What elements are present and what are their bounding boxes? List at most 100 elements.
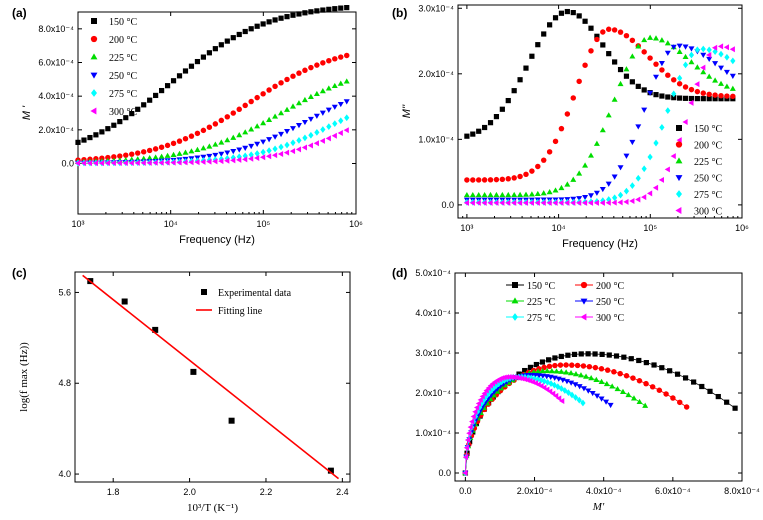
data-point [479, 393, 485, 400]
data-point [603, 380, 610, 387]
data-point [337, 80, 344, 86]
y-tick-label: 5.6 [58, 287, 71, 297]
data-point [194, 130, 201, 137]
data-point [230, 134, 237, 140]
data-point [230, 110, 236, 116]
data-point [338, 54, 344, 60]
legend: 150 °C 200 °C 225 °C 250 °C 275 °C 300 °C [90, 17, 137, 118]
data-point [658, 60, 665, 67]
data-point [635, 196, 641, 203]
data-point [625, 391, 632, 398]
data-point [682, 84, 689, 90]
data-point [212, 46, 218, 52]
panel-a: (a) 10³ 10⁴ 10⁵ 10⁶ 0.0 2.0x10⁻⁴ 4.0x10⁻⁴ 6.0x10… [12, 4, 363, 246]
data-point [641, 107, 648, 113]
data-point [570, 95, 576, 101]
data-point [572, 382, 579, 388]
data-point [182, 68, 189, 74]
data-point [236, 106, 242, 112]
data-point [164, 152, 171, 158]
data-point [513, 374, 520, 381]
data-point [314, 8, 320, 14]
data-point [600, 29, 606, 35]
data-point [677, 74, 683, 82]
panel-label: (c) [12, 266, 27, 280]
data-point [665, 107, 671, 115]
data-point [218, 139, 225, 145]
data-point [266, 87, 272, 93]
data-point [653, 139, 659, 147]
plot-frame [454, 272, 743, 482]
data-point [729, 46, 735, 53]
panel-label: (a) [12, 6, 27, 20]
data-point [534, 199, 540, 206]
data-point [487, 191, 494, 198]
data-point [641, 165, 647, 173]
y-tick-label: 4.8 [58, 378, 71, 388]
legend-label: 200 °C [694, 141, 722, 152]
data-point [75, 139, 81, 145]
data-point [586, 363, 593, 370]
data-point [607, 402, 614, 409]
data-point [676, 48, 683, 54]
data-point [630, 395, 637, 401]
data-point [146, 159, 152, 166]
data-point [700, 52, 707, 58]
series-225-c [463, 34, 736, 198]
data-point [674, 371, 681, 377]
data-point [563, 362, 569, 368]
data-point [570, 9, 576, 16]
legend-label: 200 °C [109, 35, 137, 46]
data-point [290, 12, 296, 18]
data-point [643, 380, 649, 387]
data-point [609, 383, 616, 389]
data-point [284, 14, 290, 20]
data-point [477, 396, 483, 403]
data-point [331, 132, 337, 139]
data-point [248, 143, 255, 150]
data-point [176, 150, 183, 156]
data-point [301, 119, 308, 126]
data-point [593, 376, 600, 382]
data-point [628, 356, 634, 362]
data-point [164, 142, 171, 149]
data-point [501, 374, 507, 381]
data-point [671, 77, 677, 83]
data-point [548, 380, 554, 388]
data-point [630, 375, 636, 381]
data-point [325, 107, 332, 113]
data-point [308, 64, 314, 71]
data-point [463, 444, 469, 451]
data-point [667, 368, 673, 374]
data-point [188, 148, 195, 154]
data-point [706, 52, 712, 59]
legend-marker [511, 297, 519, 304]
data-point [552, 138, 559, 145]
data-point [592, 364, 599, 371]
data-point [699, 383, 705, 390]
data-point [332, 56, 338, 62]
data-point [487, 177, 494, 183]
data-point [694, 81, 700, 88]
legend-label: Fitting line [218, 306, 263, 317]
data-point [558, 10, 565, 16]
data-point [572, 371, 579, 377]
data-point [635, 174, 641, 182]
data-point [676, 81, 683, 87]
legend-label: 300 °C [596, 313, 624, 324]
x-tick-label: 4.0x10⁻⁴ [586, 486, 622, 496]
data-point [278, 80, 284, 86]
data-point [266, 147, 272, 154]
data-point [546, 189, 553, 195]
data-point [170, 140, 177, 147]
data-point [539, 367, 546, 374]
data-point [629, 182, 635, 190]
data-point [188, 63, 195, 69]
y-tick-label: 3.0x10⁻⁴ [415, 348, 451, 358]
data-point [472, 408, 478, 415]
data-point [694, 96, 700, 102]
data-point [176, 73, 183, 79]
data-point [564, 111, 571, 117]
data-point [182, 159, 188, 166]
data-point [135, 106, 141, 112]
